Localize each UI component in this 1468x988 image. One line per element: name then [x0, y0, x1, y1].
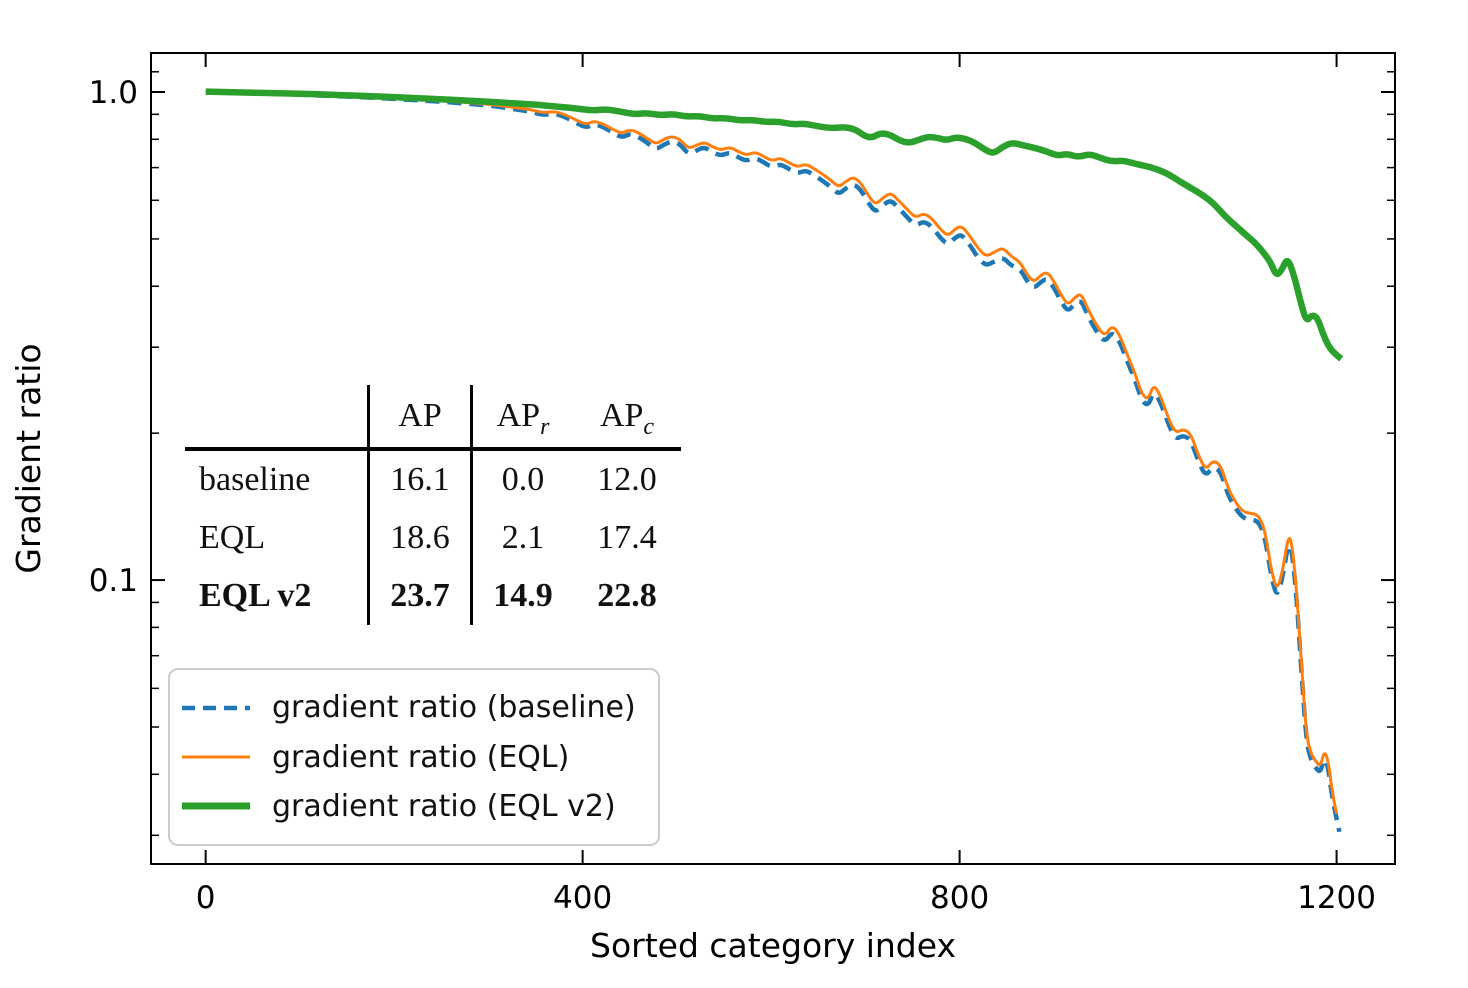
table-row-eql: EQL 18.6 2.1 17.4: [185, 509, 681, 567]
y-tick-label: 1.0: [89, 75, 138, 111]
row-label: baseline: [185, 449, 370, 509]
cell-ap-c: 12.0: [597, 461, 657, 498]
legend-label: gradient ratio (baseline): [272, 690, 636, 726]
axes-spines: [150, 52, 1396, 865]
legend-label: gradient ratio (EQL v2): [272, 788, 616, 824]
cell-ap-r: 14.9: [493, 577, 553, 614]
cell-ap: 18.6: [368, 509, 473, 567]
cell-ap-c: 17.4: [597, 519, 657, 556]
cell-ap: 23.7: [368, 567, 473, 625]
legend-item-eql-v2: gradient ratio (EQL v2): [180, 789, 648, 824]
solid-line-swatch-icon: [182, 755, 250, 759]
y-tick-label: 0.1: [89, 563, 138, 599]
row-label: EQL v2: [185, 567, 370, 625]
x-tick-label: 400: [553, 880, 612, 916]
dashed-line-swatch-icon: [182, 705, 250, 710]
row-label: EQL: [185, 509, 370, 567]
table-header-ap-r: APr: [471, 385, 573, 451]
legend-item-eql: gradient ratio (EQL): [180, 740, 648, 775]
x-axis-label: Sorted category index: [590, 926, 956, 965]
cell-ap-r: 2.1: [501, 519, 545, 556]
legend: gradient ratio (baseline) gradient ratio…: [168, 668, 660, 846]
thick-line-swatch-icon: [182, 802, 250, 810]
ap-results-table: AP APr APc baseline 16.1 0.0 12.0 EQL 18…: [185, 385, 681, 625]
x-tick-label: 1200: [1297, 880, 1376, 916]
series-gradient-ratio-eql-: [205, 90, 1339, 815]
cell-ap-r: 0.0: [501, 461, 545, 498]
cell-ap-c: 22.8: [597, 577, 657, 614]
legend-item-baseline: gradient ratio (baseline): [180, 690, 648, 725]
x-tick-label: 800: [930, 880, 989, 916]
series-gradient-ratio-eql-v2-: [205, 88, 1344, 362]
cell-ap: 16.1: [368, 449, 473, 509]
table-header-empty: [185, 385, 370, 451]
x-tick-label: 0: [196, 880, 216, 916]
table-header-ap-c: APc: [573, 385, 681, 451]
legend-label: gradient ratio (EQL): [272, 739, 570, 775]
y-axis-label: Gradient ratio: [9, 343, 48, 573]
table-row-baseline: baseline 16.1 0.0 12.0: [185, 449, 681, 509]
table-header-ap: AP: [368, 385, 473, 451]
table-header-row: AP APr APc: [185, 385, 681, 451]
table-row-eql-v2: EQL v2 23.7 14.9 22.8: [185, 567, 681, 625]
series-gradient-ratio-baseline-: [205, 89, 1342, 833]
